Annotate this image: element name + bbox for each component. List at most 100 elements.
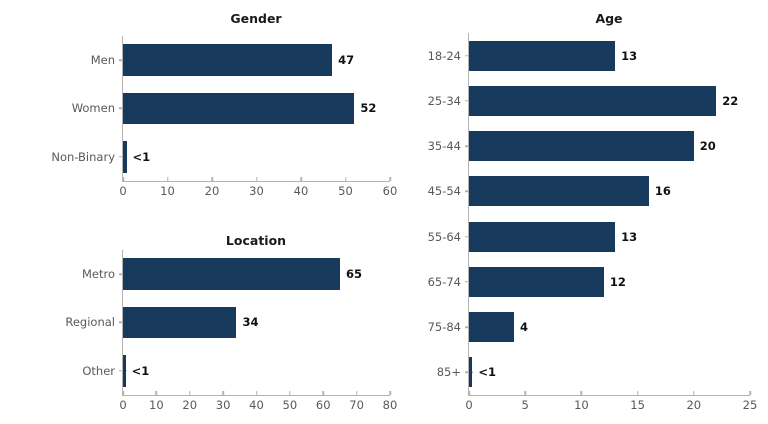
bar-row: 75-84 4 [428,305,750,350]
bar [123,354,126,387]
x-tick-label: 40 [249,398,264,412]
x-tick-label: 10 [574,398,589,412]
x-tick [166,177,169,181]
x-tick [355,391,358,395]
x-tick [322,391,324,395]
bar [469,221,616,252]
x-tick [468,391,470,395]
x-tick [389,391,391,395]
category-label: 18-24 [427,48,461,63]
bar-row: Women 52 [72,84,390,132]
bar [123,306,237,339]
x-tick [222,391,224,395]
value-label: 22 [722,93,739,108]
value-label: <1 [131,363,150,378]
bar-row: 65-74 12 [428,259,750,304]
gender-chart: Gender Men 47 Women 52 Non-Binary <1 0 10 20 30 4… [0,0,400,212]
x-tick-label: 60 [382,184,398,198]
bar-row: 45-54 16 [428,169,750,214]
category-label: 75-84 [427,320,461,335]
category-label: Regional [65,315,115,330]
category-label: Non-Binary [51,149,115,164]
bar [123,92,355,125]
x-tick [122,391,124,395]
x-tick [255,391,258,395]
x-tick-label: 50 [338,184,353,198]
bar [123,44,333,77]
x-tick-label: 40 [293,184,309,198]
plot-area: Men 47 Women 52 Non-Binary <1 0 10 20 30 40 50 60 [51,36,397,197]
x-tick-label: 70 [349,398,364,412]
bar-row: Regional 34 [65,298,390,346]
value-label: 20 [699,139,716,154]
x-tick [580,391,583,395]
category-label: Metro [81,267,115,282]
bar-row: 55-64 13 [428,214,750,259]
x-tick-label: 5 [521,398,529,412]
bar-rows: 18-24 13 25-34 22 35-44 20 45-54 16 55-64 13 65-74… [428,33,750,395]
category-label: 55-64 [427,229,461,244]
x-tick [211,177,213,181]
x-tick-label: 10 [160,184,175,198]
value-label: 16 [654,184,671,199]
bar-rows: Metro 65 Regional 34 Other <1 [65,250,390,395]
x-tick-label: 20 [204,184,220,198]
value-label: 34 [242,315,259,330]
category-label: Men [90,53,115,68]
x-tick-label: 30 [215,398,231,412]
bar-row: Men 47 [91,36,390,84]
x-tick-label: 80 [382,398,398,412]
value-label: 13 [621,229,638,244]
value-label: 4 [519,320,528,335]
x-tick-label: 0 [119,398,127,412]
bar [469,266,604,297]
x-tick [189,391,191,395]
x-tick [389,177,391,181]
x-tick-label: 0 [119,184,127,198]
x-tick [524,391,526,395]
category-label: Women [71,101,115,116]
x-tick [155,391,158,395]
x-tick-label: 0 [465,398,473,412]
category-label: 35-44 [427,139,461,154]
bar-row: Other <1 [82,347,390,395]
category-label: Other [82,363,115,378]
x-tick-label: 20 [686,398,702,412]
bar [469,357,473,388]
x-tick [300,177,302,181]
bar [469,85,717,116]
value-label: 47 [338,53,355,68]
value-label: 65 [345,267,362,282]
x-tick-label: 60 [315,398,331,412]
chart-title: Location [225,233,287,248]
plot-area: Metro 65 Regional 34 Other <1 0 10 20 30 40 50 60 70… [65,250,397,411]
bar-rows: Men 47 Women 52 Non-Binary <1 [51,36,390,181]
category-label: 25-34 [427,93,461,108]
value-label: 12 [609,274,626,289]
value-label: 13 [621,48,638,63]
category-label: 65-74 [427,274,461,289]
bar [469,312,514,343]
x-tick [749,391,751,395]
bar-row: 85+ <1 [437,350,750,395]
x-tick [255,177,258,181]
x-tick-label: 25 [742,398,758,412]
x-tick [122,177,124,181]
bar [123,258,340,291]
x-tick [693,391,695,395]
value-label: 52 [360,101,377,116]
plot-area: 18-24 13 25-34 22 35-44 20 45-54 16 55-64 13 65-74… [428,33,757,411]
x-tick [289,391,291,395]
x-tick [344,177,347,181]
x-tick-label: 50 [282,398,298,412]
bar-row: Non-Binary <1 [51,133,390,181]
x-tick [636,391,639,395]
chart-title: Age [595,11,623,26]
bar-row: Metro 65 [82,250,390,298]
bar-row: 25-34 22 [428,78,750,123]
category-label: 45-54 [427,184,461,199]
value-label: <1 [478,365,496,380]
x-tick-label: 30 [249,184,264,198]
bar [123,140,127,173]
